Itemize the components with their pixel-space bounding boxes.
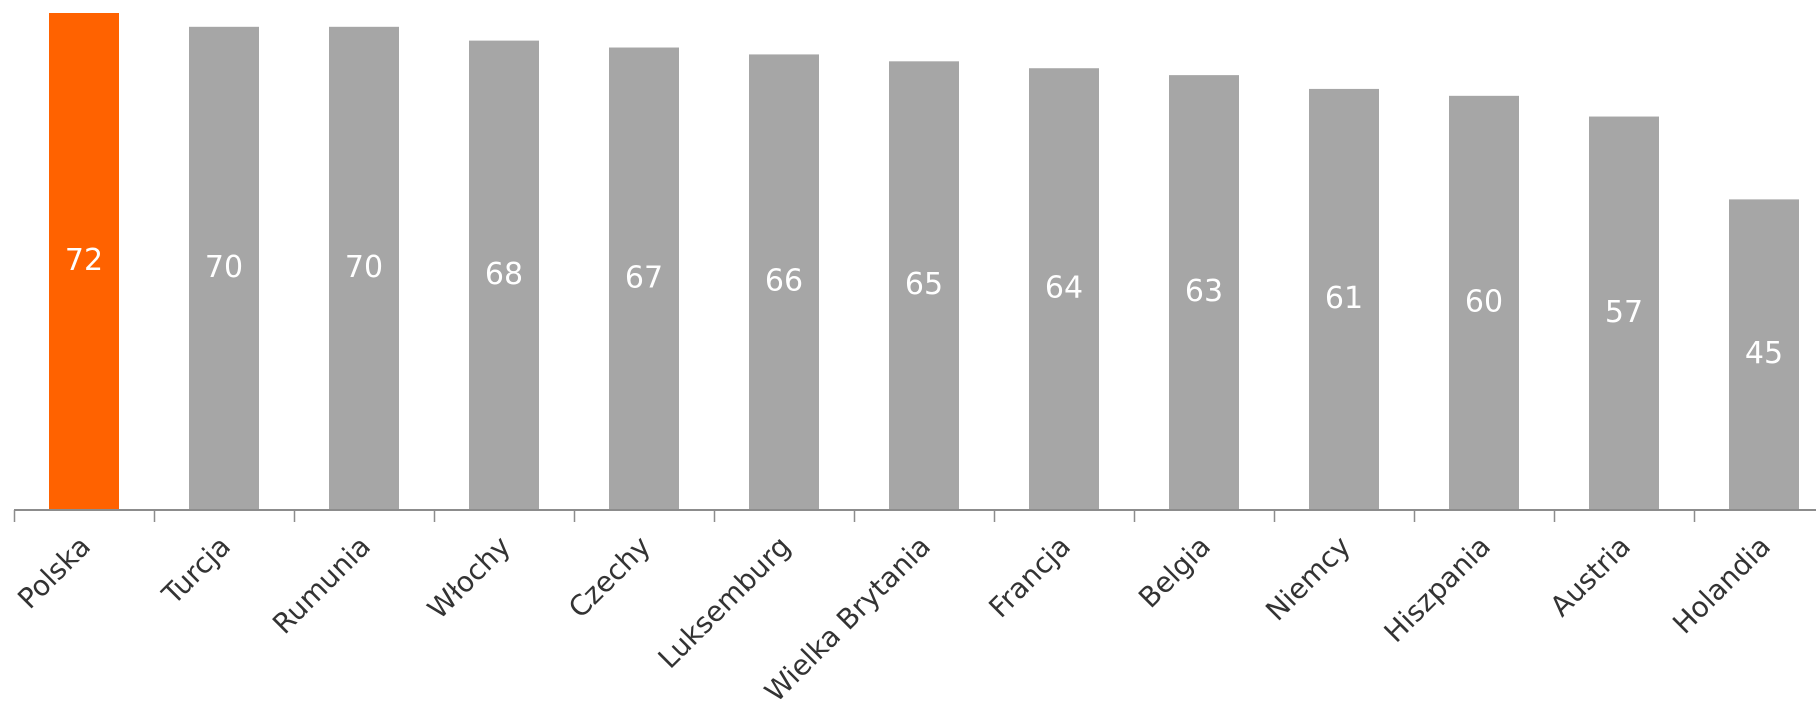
- category-label: Belgia: [1132, 530, 1217, 615]
- bar-value-label: 57: [1605, 295, 1643, 330]
- bar-value-label: 70: [345, 250, 383, 285]
- bar-value-label: 45: [1745, 336, 1783, 371]
- category-label: Czechy: [562, 530, 657, 625]
- category-label: Włochy: [421, 530, 517, 626]
- category-label: Polska: [11, 530, 97, 616]
- bar-value-label: 60: [1465, 284, 1503, 319]
- x-axis: [13, 509, 1816, 522]
- category-label: Luksemburg: [652, 530, 797, 675]
- category-label: Francja: [982, 530, 1077, 625]
- bar-luksemburg: [749, 54, 819, 511]
- bar-value-label: 63: [1185, 274, 1223, 309]
- bar-holandia: [1729, 199, 1799, 510]
- bar-belgia: [1169, 75, 1239, 510]
- bar-value-label: 66: [765, 264, 803, 299]
- category-label: Turcja: [155, 530, 237, 612]
- category-label: Rumunia: [266, 530, 377, 641]
- category-label: Hiszpania: [1378, 530, 1497, 649]
- bar-austria: [1589, 116, 1659, 511]
- category-label: Holandia: [1666, 530, 1777, 641]
- bar-turcja: [189, 26, 259, 511]
- bar-hiszpania: [1449, 95, 1519, 510]
- bar-value-label: 65: [905, 267, 943, 302]
- category-labels-group: Polska Turcja Rumunia Włochy CzechyLuksembur…: [11, 530, 1777, 709]
- bar-niemcy: [1309, 88, 1379, 511]
- value-labels-group: 72 70 70 68 67 66 65 64 63 61 60 57 45: [65, 243, 1783, 371]
- bar-value-label: 68: [485, 257, 523, 292]
- bar-wielka-brytania: [889, 61, 959, 510]
- bar-czechy: [609, 47, 679, 511]
- category-label: Niemcy: [1259, 530, 1357, 628]
- bar-value-label: 64: [1045, 271, 1083, 306]
- bar-francja: [1029, 68, 1099, 510]
- bars-group: [49, 13, 1799, 511]
- bar-rumunia: [329, 26, 399, 511]
- category-label: Austria: [1544, 530, 1637, 623]
- bar-polska: [49, 13, 119, 510]
- bar-value-label: 61: [1325, 281, 1363, 316]
- bar-włochy: [469, 40, 539, 510]
- bar-value-label: 70: [205, 250, 243, 285]
- bar-value-label: 67: [625, 260, 663, 295]
- bar-value-label: 72: [65, 243, 103, 278]
